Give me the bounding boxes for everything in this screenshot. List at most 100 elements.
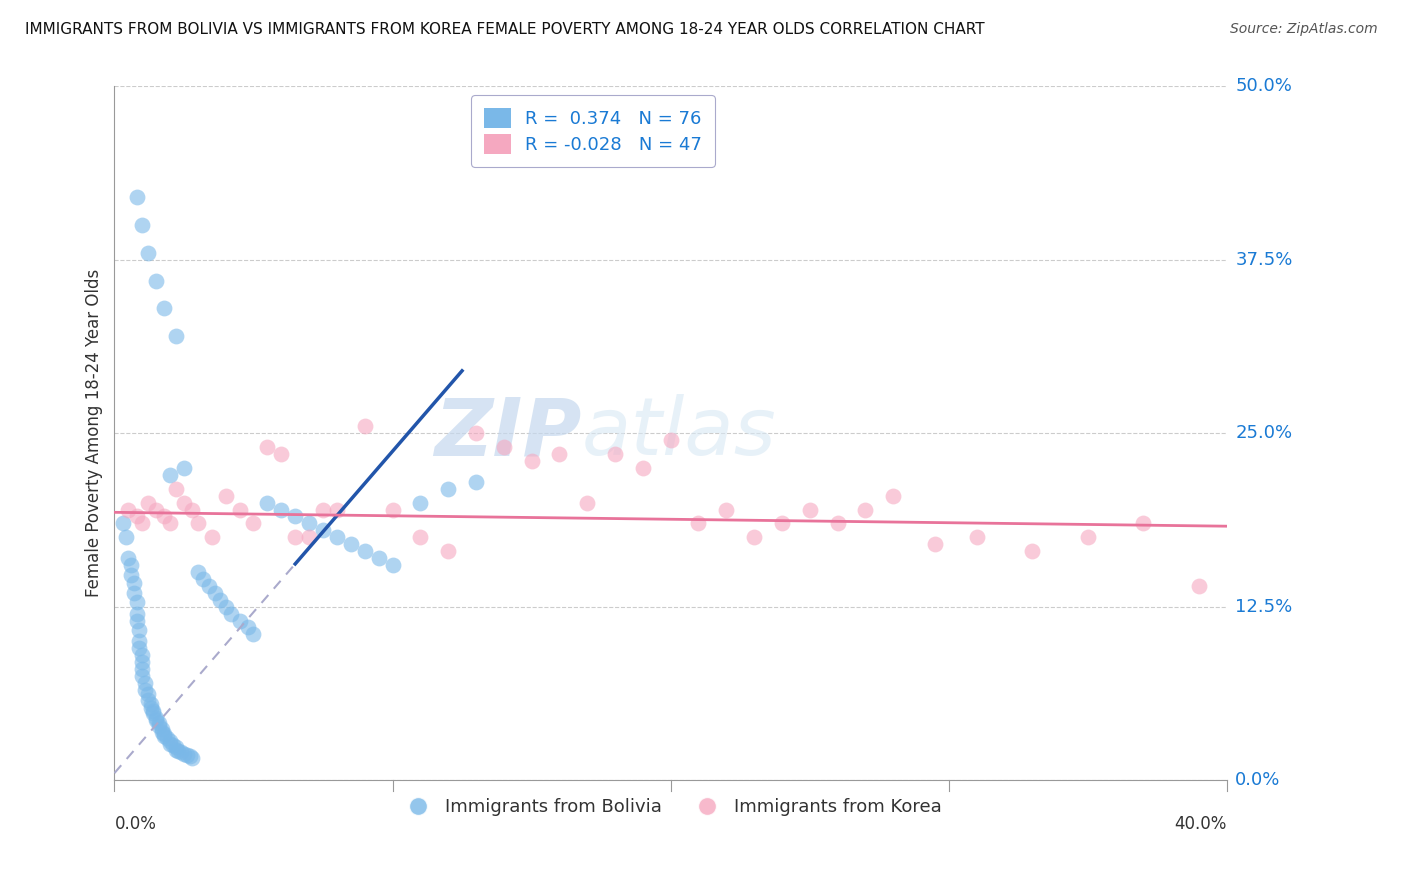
Point — [159, 516, 181, 531]
Point — [924, 537, 946, 551]
Point — [770, 516, 793, 531]
Point — [131, 218, 153, 232]
Point — [437, 544, 460, 558]
Point — [125, 190, 148, 204]
Point — [284, 509, 307, 524]
Point — [409, 495, 432, 509]
Point — [340, 537, 363, 551]
Point — [688, 516, 710, 531]
Point — [201, 530, 224, 544]
Point — [134, 676, 156, 690]
Point — [576, 495, 599, 509]
Point — [176, 748, 198, 763]
Point — [125, 614, 148, 628]
Point — [548, 447, 571, 461]
Y-axis label: Female Poverty Among 18-24 Year Olds: Female Poverty Among 18-24 Year Olds — [86, 269, 103, 598]
Point — [122, 586, 145, 600]
Point — [204, 586, 226, 600]
Point — [131, 516, 153, 531]
Text: 37.5%: 37.5% — [1236, 251, 1292, 268]
Point — [198, 579, 221, 593]
Point — [128, 624, 150, 638]
Point — [170, 745, 193, 759]
Text: atlas: atlas — [582, 394, 776, 472]
Point — [209, 592, 232, 607]
Point — [145, 714, 167, 728]
Point — [153, 729, 176, 743]
Point — [256, 440, 278, 454]
Point — [131, 655, 153, 669]
Text: 25.0%: 25.0% — [1236, 425, 1292, 442]
Point — [228, 614, 250, 628]
Point — [159, 467, 181, 482]
Point — [136, 246, 159, 260]
Point — [312, 502, 335, 516]
Point — [117, 502, 139, 516]
Point — [603, 447, 626, 461]
Text: 50.0%: 50.0% — [1236, 78, 1292, 95]
Point — [111, 516, 134, 531]
Point — [159, 737, 181, 751]
Text: ZIP: ZIP — [434, 394, 582, 472]
Point — [799, 502, 821, 516]
Text: 12.5%: 12.5% — [1236, 598, 1292, 615]
Point — [173, 747, 195, 761]
Point — [631, 461, 654, 475]
Point — [742, 530, 765, 544]
Point — [156, 731, 179, 746]
Point — [1077, 530, 1099, 544]
Point — [367, 551, 389, 566]
Point — [242, 516, 264, 531]
Point — [242, 627, 264, 641]
Point — [114, 530, 136, 544]
Point — [153, 509, 176, 524]
Point — [173, 461, 195, 475]
Point — [219, 607, 242, 621]
Point — [1188, 579, 1211, 593]
Point — [150, 722, 173, 736]
Point — [179, 749, 201, 764]
Point — [312, 524, 335, 538]
Point — [381, 558, 404, 572]
Point — [284, 530, 307, 544]
Point — [827, 516, 849, 531]
Point — [142, 706, 165, 721]
Point — [187, 565, 209, 579]
Point — [1021, 544, 1043, 558]
Point — [165, 742, 187, 756]
Point — [128, 641, 150, 656]
Point — [131, 662, 153, 676]
Point — [136, 495, 159, 509]
Point — [214, 489, 236, 503]
Point — [298, 516, 321, 531]
Point — [153, 301, 176, 316]
Point — [181, 502, 204, 516]
Point — [125, 607, 148, 621]
Point — [120, 558, 142, 572]
Point — [193, 572, 215, 586]
Point — [165, 739, 187, 754]
Point — [136, 687, 159, 701]
Point — [236, 620, 259, 634]
Point — [148, 719, 170, 733]
Point — [162, 739, 184, 753]
Point — [409, 530, 432, 544]
Point — [353, 544, 375, 558]
Point — [716, 502, 738, 516]
Point — [145, 274, 167, 288]
Point — [181, 751, 204, 765]
Point — [122, 576, 145, 591]
Point — [270, 502, 292, 516]
Point — [853, 502, 876, 516]
Point — [131, 648, 153, 663]
Point — [120, 567, 142, 582]
Point — [966, 530, 988, 544]
Point — [465, 426, 488, 441]
Point — [145, 502, 167, 516]
Point — [298, 530, 321, 544]
Point — [381, 502, 404, 516]
Point — [139, 701, 162, 715]
Point — [139, 697, 162, 711]
Point — [187, 516, 209, 531]
Point — [492, 440, 515, 454]
